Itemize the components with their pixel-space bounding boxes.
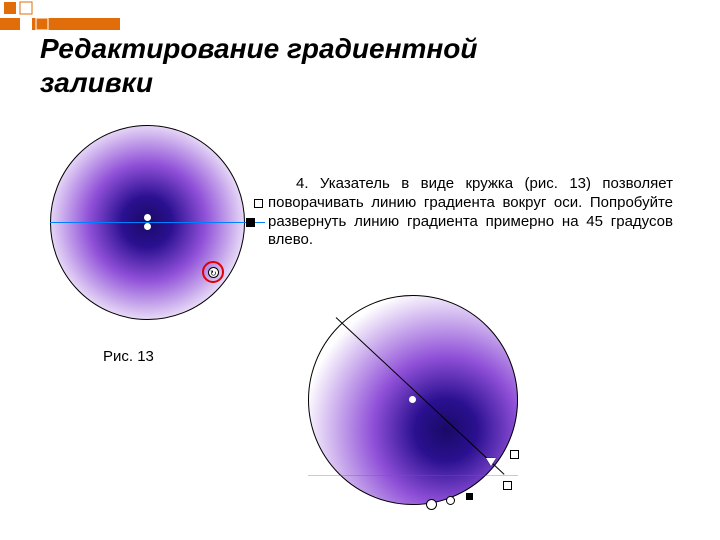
figure-13: ↻ [50, 125, 270, 345]
red-highlight-ring [202, 261, 224, 283]
slider-handle-tri [486, 458, 496, 466]
figure-13-caption: Рис. 13 [103, 348, 154, 365]
gradient-horiz-guide [308, 475, 518, 476]
handle-small-2 [466, 493, 473, 500]
center-handle-fig2 [409, 396, 416, 403]
body-paragraph: 4. Указатель в виде кружка (рис. 13) поз… [268, 175, 673, 250]
end-handle-square-2 [510, 450, 519, 459]
handle-small-3 [503, 481, 512, 490]
title-line-2: заливки [40, 66, 478, 100]
mid-handle-square [246, 218, 255, 227]
title-line-1: Редактирование градиентной [40, 32, 478, 66]
end-handle-square [254, 199, 263, 208]
center-handle-2 [144, 223, 151, 230]
figure-rotated [308, 295, 548, 535]
slide-title: Редактирование градиентной заливки [40, 32, 478, 99]
center-handle-1 [144, 214, 151, 221]
gradient-axis-line [50, 222, 265, 223]
handle-small-1 [446, 496, 455, 505]
rotate-handle-2 [426, 499, 437, 510]
